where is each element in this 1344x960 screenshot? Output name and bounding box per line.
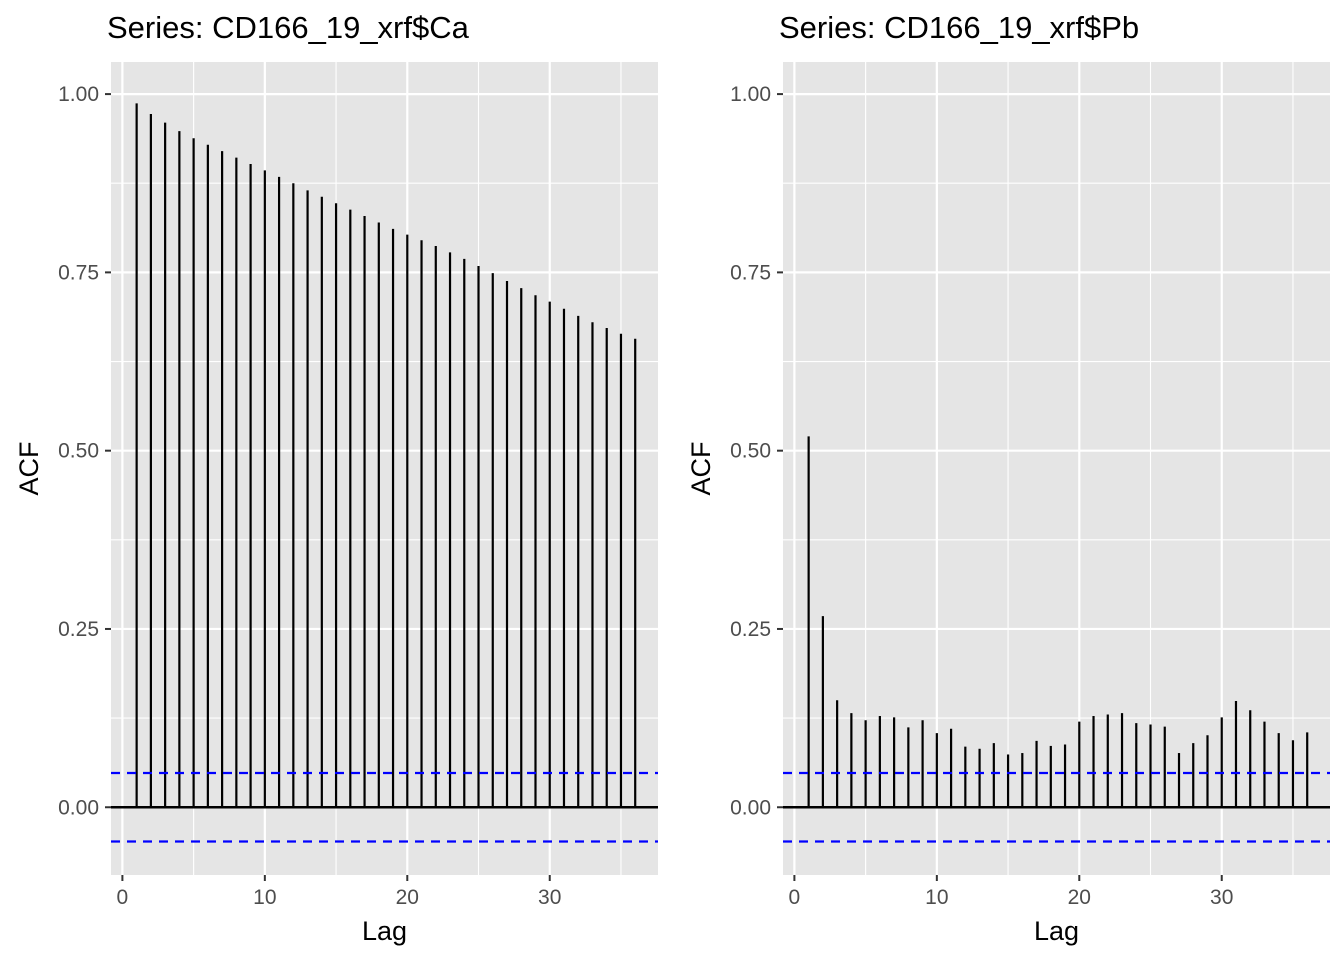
- y-tick-label: 0.50: [58, 440, 99, 463]
- y-tick-label: 0.75: [58, 261, 99, 284]
- x-axis-label: Lag: [1034, 916, 1079, 946]
- chart-title: Series: CD166_19_xrf$Pb: [779, 10, 1139, 45]
- plot-panel: [111, 62, 658, 875]
- x-tick-label: 20: [1068, 886, 1091, 909]
- y-tick-label: 0.00: [58, 796, 99, 819]
- ca-acf-chart: 0.00 0.25 0.50 0.75 1.00 0 10 20 30 Series: CD166…: [14, 10, 658, 946]
- x-tick-label: 0: [117, 886, 129, 909]
- x-tick-label: 0: [789, 886, 801, 909]
- y-tick-label: 1.00: [730, 83, 771, 106]
- y-axis-label: ACF: [14, 442, 44, 496]
- y-tick-label: 0.25: [730, 618, 771, 641]
- chart-title: Series: CD166_19_xrf$Ca: [107, 10, 470, 45]
- x-tick-label: 10: [925, 886, 948, 909]
- y-tick-label: 0.75: [730, 261, 771, 284]
- x-axis-label: Lag: [362, 916, 407, 946]
- y-tick-label: 1.00: [58, 83, 99, 106]
- y-tick-label: 0.00: [730, 796, 771, 819]
- x-tick-label: 10: [253, 886, 276, 909]
- x-tick-label: 30: [538, 886, 561, 909]
- y-tick-label: 0.50: [730, 440, 771, 463]
- x-tick-label: 30: [1210, 886, 1233, 909]
- y-axis-label: ACF: [686, 442, 716, 496]
- x-tick-label: 20: [396, 886, 419, 909]
- pb-acf-chart: 0.00 0.25 0.50 0.75 1.00 0 10 20 30 Series: CD166…: [686, 10, 1330, 946]
- y-tick-label: 0.25: [58, 618, 99, 641]
- plot-panel: [783, 62, 1330, 875]
